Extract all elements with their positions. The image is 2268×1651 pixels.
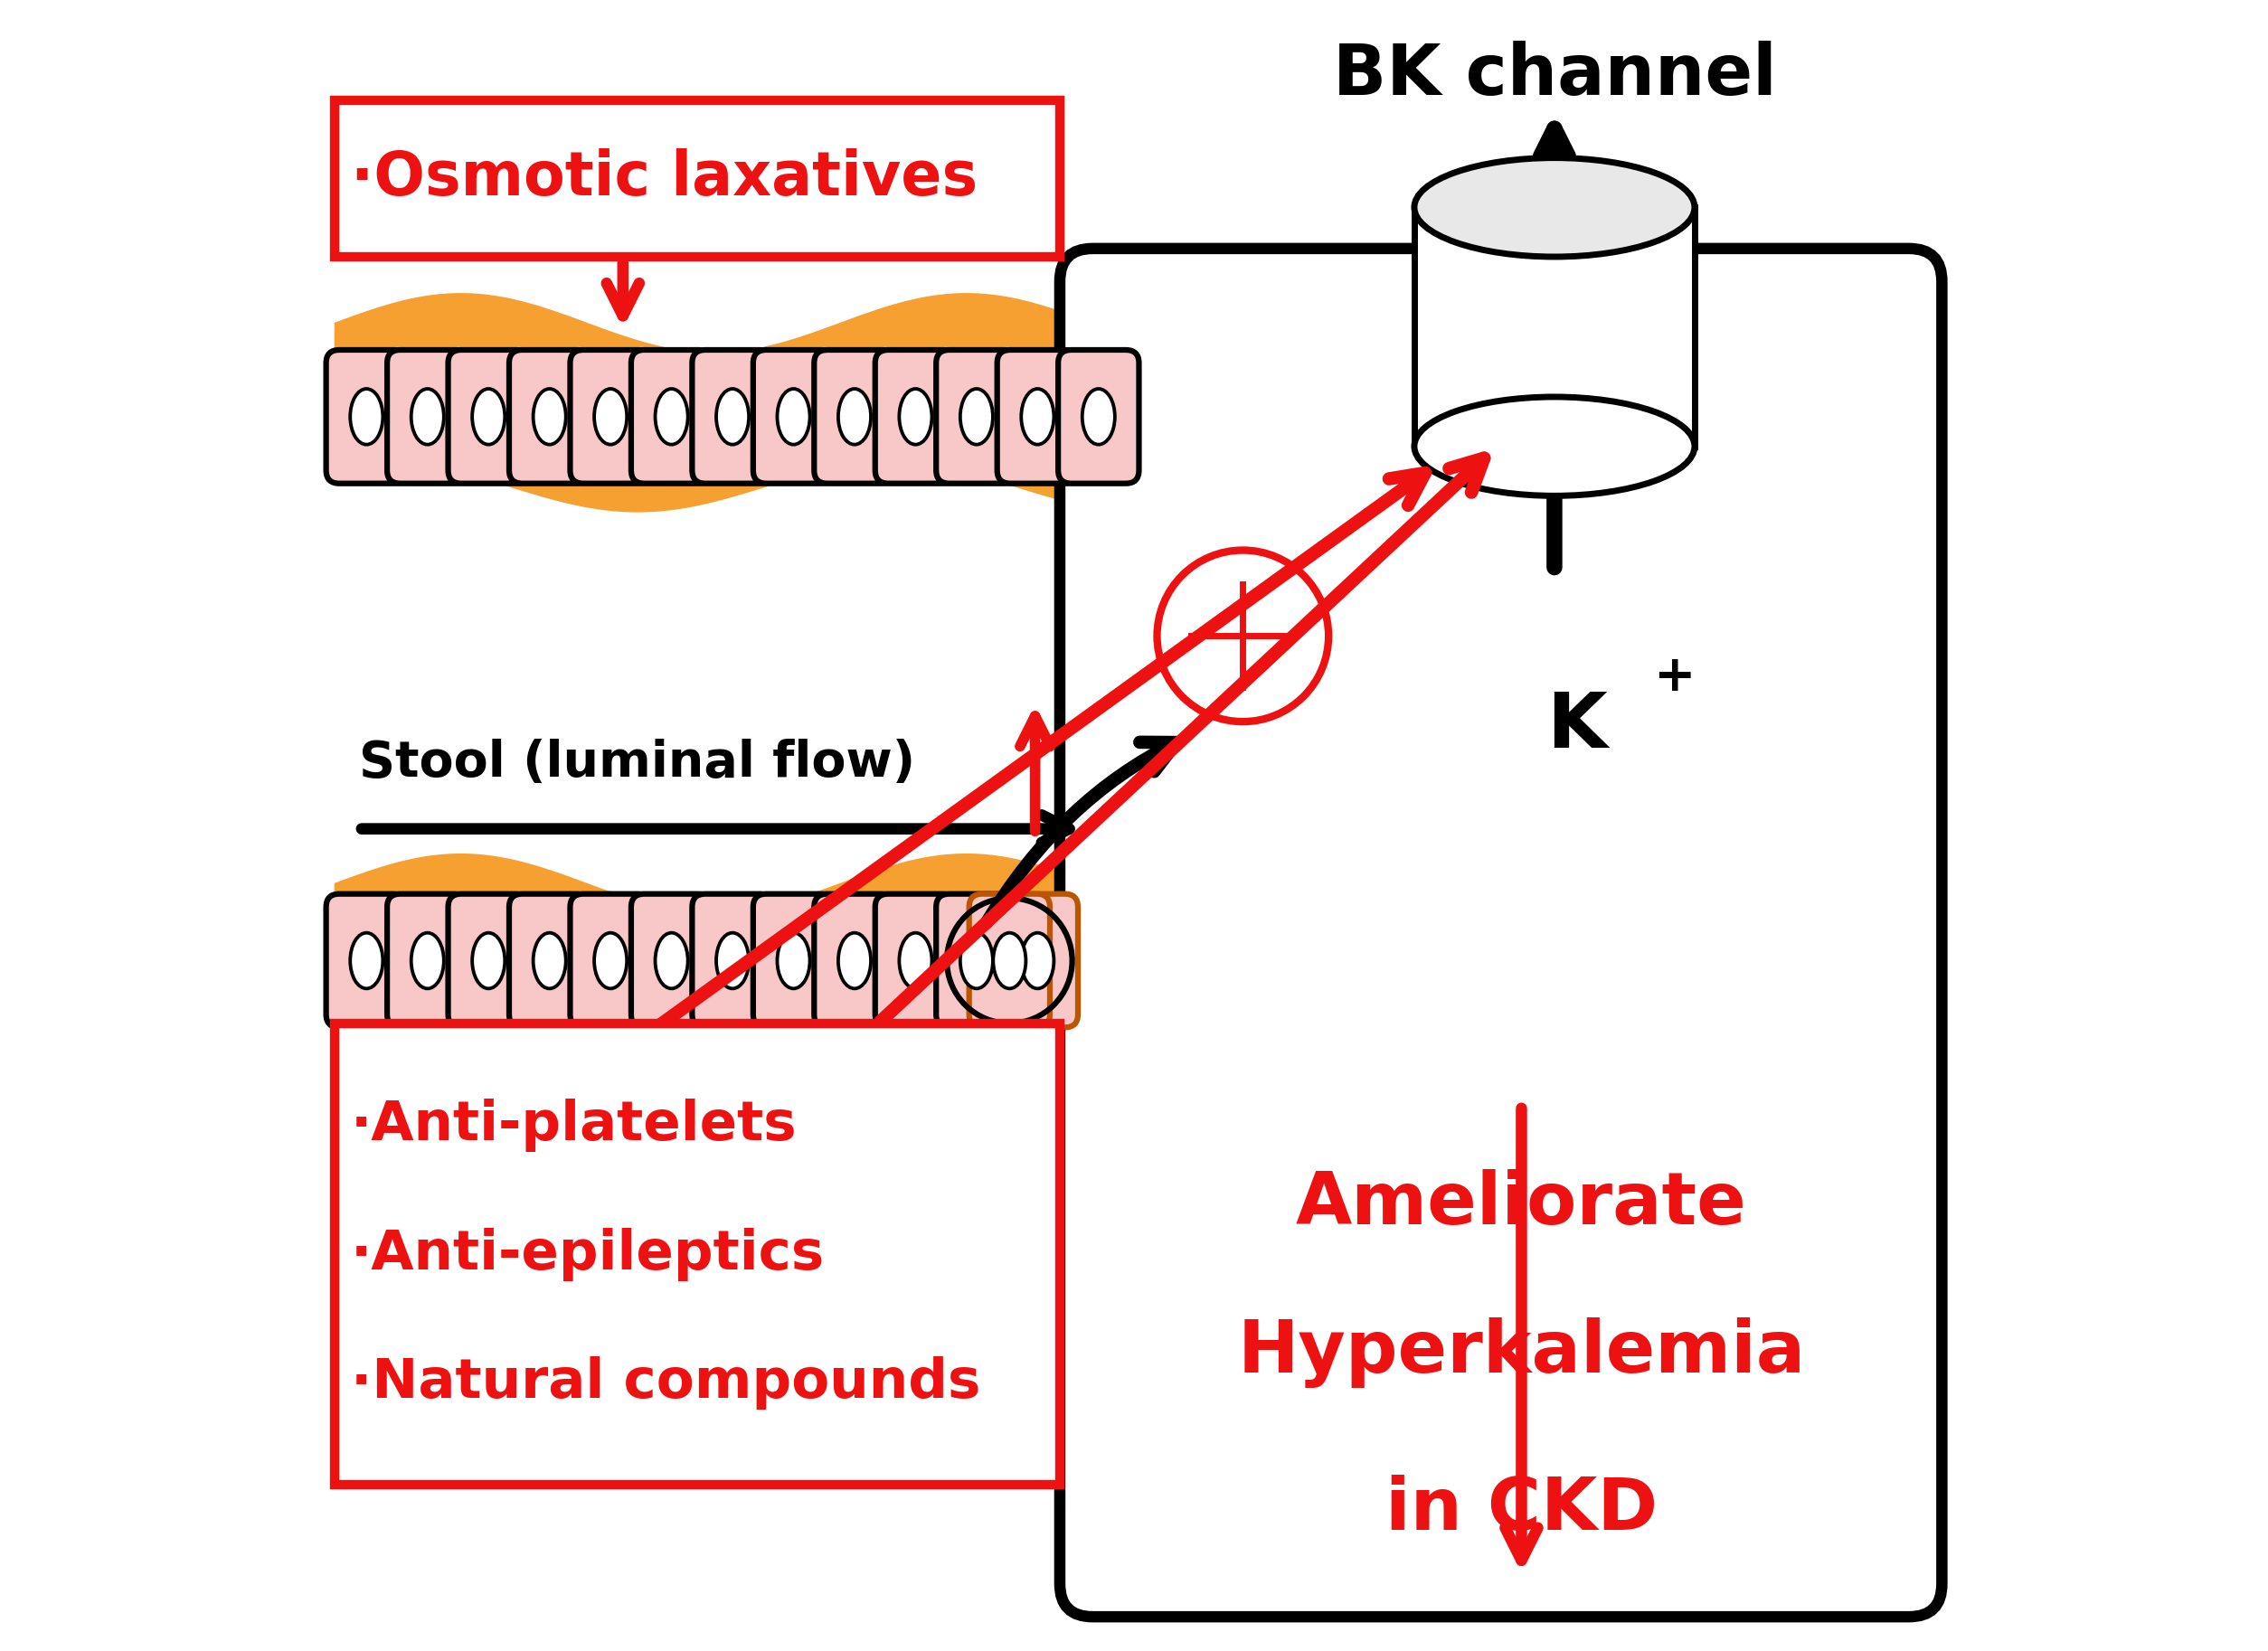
Text: Hyperkalemia: Hyperkalemia (1238, 1317, 1805, 1388)
FancyBboxPatch shape (753, 893, 835, 1027)
Ellipse shape (1021, 933, 1055, 989)
FancyBboxPatch shape (388, 350, 467, 484)
Ellipse shape (594, 390, 626, 444)
FancyBboxPatch shape (1059, 350, 1139, 484)
FancyBboxPatch shape (998, 350, 1077, 484)
FancyBboxPatch shape (692, 893, 773, 1027)
Ellipse shape (959, 390, 993, 444)
FancyBboxPatch shape (508, 350, 590, 484)
Ellipse shape (898, 933, 932, 989)
FancyBboxPatch shape (814, 350, 896, 484)
Text: in CKD: in CKD (1386, 1474, 1658, 1545)
FancyBboxPatch shape (327, 893, 406, 1027)
Ellipse shape (717, 933, 748, 989)
Ellipse shape (472, 933, 506, 989)
Ellipse shape (349, 390, 383, 444)
FancyBboxPatch shape (569, 350, 651, 484)
Ellipse shape (1415, 396, 1694, 495)
Ellipse shape (778, 390, 810, 444)
Text: +: + (1653, 652, 1696, 702)
FancyBboxPatch shape (692, 350, 773, 484)
Ellipse shape (717, 390, 748, 444)
Text: ·Osmotic laxatives: ·Osmotic laxatives (352, 149, 978, 208)
Ellipse shape (1021, 390, 1055, 444)
Ellipse shape (411, 933, 445, 989)
FancyBboxPatch shape (327, 350, 406, 484)
Ellipse shape (533, 933, 565, 989)
FancyBboxPatch shape (937, 350, 1016, 484)
FancyBboxPatch shape (875, 893, 955, 1027)
Polygon shape (333, 292, 1093, 512)
Ellipse shape (959, 933, 993, 989)
FancyBboxPatch shape (753, 350, 835, 484)
Ellipse shape (993, 933, 1025, 989)
Bar (333, 1024, 1059, 1484)
Ellipse shape (411, 390, 445, 444)
Ellipse shape (1415, 158, 1694, 258)
FancyBboxPatch shape (449, 350, 528, 484)
Text: BK channel: BK channel (1334, 41, 1776, 111)
Ellipse shape (898, 390, 932, 444)
FancyBboxPatch shape (968, 893, 1050, 1027)
Text: ·Natural compounds: ·Natural compounds (352, 1357, 980, 1410)
Ellipse shape (349, 933, 383, 989)
FancyBboxPatch shape (1059, 249, 1941, 1616)
Text: ·Anti-epileptics: ·Anti-epileptics (352, 1227, 826, 1281)
Ellipse shape (655, 933, 687, 989)
Text: K: K (1547, 688, 1606, 764)
Bar (333, 101, 1059, 258)
FancyBboxPatch shape (569, 893, 651, 1027)
FancyBboxPatch shape (814, 893, 896, 1027)
FancyBboxPatch shape (388, 893, 467, 1027)
Ellipse shape (839, 390, 871, 444)
FancyBboxPatch shape (998, 893, 1077, 1027)
Text: ·Anti-platelets: ·Anti-platelets (352, 1098, 798, 1151)
Text: Stool (luminal flow): Stool (luminal flow) (358, 738, 916, 788)
Ellipse shape (533, 390, 565, 444)
FancyBboxPatch shape (508, 893, 590, 1027)
Ellipse shape (594, 933, 626, 989)
Ellipse shape (1082, 390, 1116, 444)
FancyBboxPatch shape (631, 893, 712, 1027)
Text: Ameliorate: Ameliorate (1295, 1169, 1746, 1240)
FancyBboxPatch shape (937, 893, 1016, 1027)
FancyBboxPatch shape (449, 893, 528, 1027)
Ellipse shape (839, 933, 871, 989)
FancyBboxPatch shape (631, 350, 712, 484)
Polygon shape (1415, 208, 1694, 446)
Polygon shape (333, 854, 1093, 1073)
Ellipse shape (655, 390, 687, 444)
Ellipse shape (778, 933, 810, 989)
FancyBboxPatch shape (875, 350, 955, 484)
Ellipse shape (472, 390, 506, 444)
